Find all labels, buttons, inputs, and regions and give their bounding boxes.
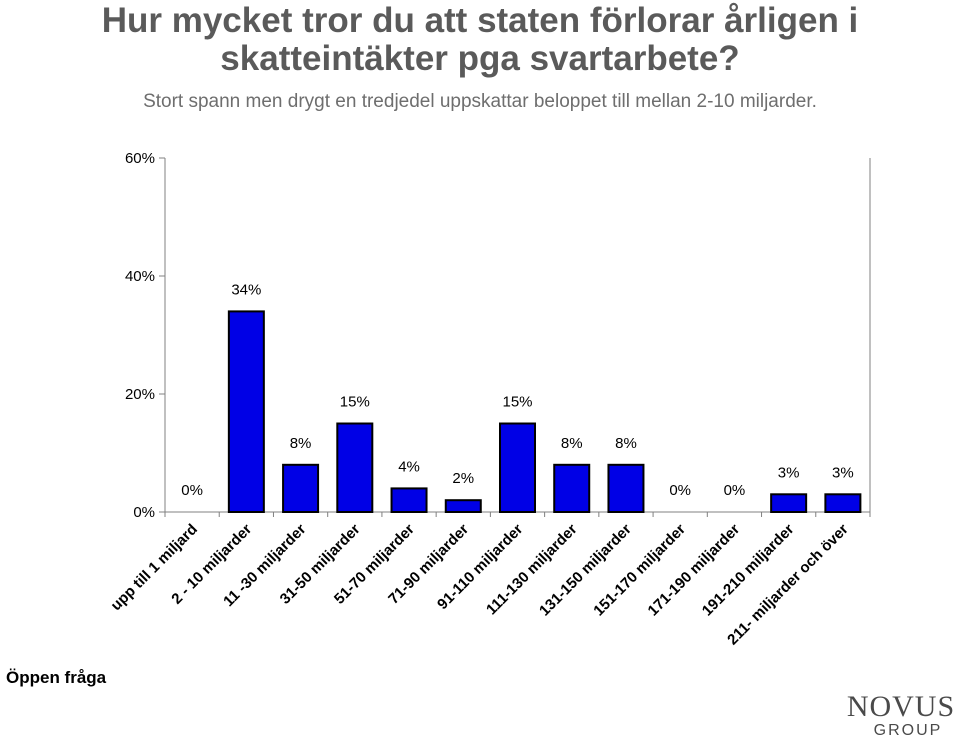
y-tick-label: 20% [125,386,155,403]
page-title: Hur mycket tror du att staten förlorar å… [0,2,960,78]
x-category-label: 171-190 miljarder [645,521,744,620]
y-tick-label: 0% [133,504,155,521]
data-label: 0% [181,482,203,499]
bar [499,422,536,513]
bar [770,493,808,513]
bar [227,310,265,513]
x-category-label: 191-210 miljarder [699,521,798,620]
bar [607,463,645,513]
footnote: Öppen fråga [6,668,107,687]
bar [336,422,374,513]
data-label: 3% [778,464,800,481]
bar [553,463,591,513]
data-label: 8% [561,435,583,452]
x-category-label: 111-130 miljarder [483,521,581,619]
logo-word-group: GROUP [874,722,943,738]
data-label: 34% [231,281,261,298]
y-tick-label: 40% [125,268,155,285]
title-line-1: Hur mycket tror du att staten förlorar å… [101,1,859,40]
data-label: 2% [452,470,474,487]
data-label: 3% [832,464,854,481]
novus-logo: NOVUS GROUP [847,690,955,738]
x-category-label: 151-170 miljarder [590,521,689,620]
data-label: 4% [398,458,420,475]
bar [390,487,428,513]
bar [282,463,320,513]
bar [444,499,482,514]
data-label: 8% [290,435,312,452]
data-label: 8% [615,435,637,452]
data-label: 0% [724,482,746,499]
data-label: 15% [340,394,370,411]
title-line-2: skatteintäkter pga svartarbete? [220,39,740,78]
subtitle: Stort spann men drygt en tredjedel uppsk… [143,91,817,112]
bar [824,493,862,513]
data-label: 15% [502,394,532,411]
logo-word-novus: NOVUS [847,690,955,723]
x-category-label: 131-150 miljarder [536,521,635,620]
y-tick-label: 60% [125,150,155,167]
data-label: 0% [669,482,691,499]
